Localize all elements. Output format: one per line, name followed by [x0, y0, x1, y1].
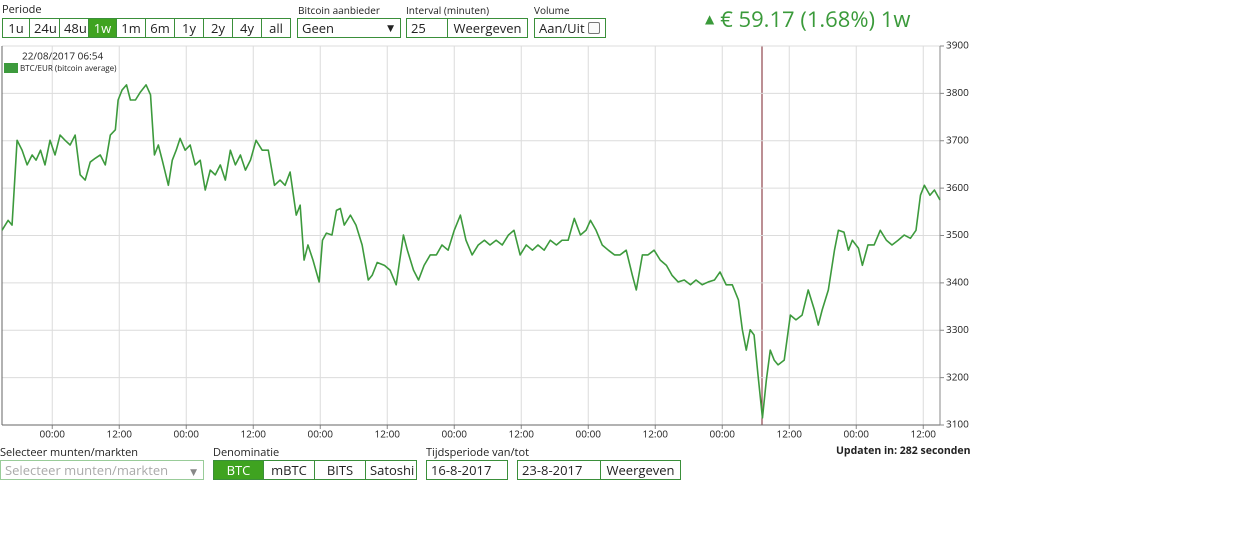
- tooltip: 22/08/2017 06:54: [22, 49, 103, 63]
- option-button[interactable]: 1u: [2, 18, 30, 38]
- option-button[interactable]: BITS: [315, 460, 366, 480]
- price-line: [1, 84, 941, 419]
- x-tick-label: 00:00: [174, 427, 200, 441]
- price-change: ▲ € 59.17 (1.68%) 1w: [705, 4, 910, 34]
- x-tick-label: 00:00: [710, 427, 736, 441]
- markets-label: Selecteer munten/markten: [0, 445, 139, 460]
- x-tick-label: 00:00: [576, 427, 602, 441]
- interval-input[interactable]: 25: [406, 18, 448, 38]
- denomination-label: Denominatie: [213, 445, 280, 460]
- x-tick-label: 00:00: [40, 427, 66, 441]
- markets-placeholder: Selecteer munten/markten: [5, 461, 169, 479]
- y-tick-label: 3700: [946, 132, 969, 146]
- x-tick-label: 00:00: [442, 427, 468, 441]
- provider-label: Bitcoin aanbieder: [298, 3, 380, 17]
- x-tick-label: 12:00: [241, 427, 267, 441]
- period-label: Periode: [2, 2, 42, 17]
- chart: 22/08/2017 06:54 3100 3200 3300 3400 3500 360…: [1, 38, 969, 441]
- x-tick-label: 12:00: [911, 427, 937, 441]
- volume-label: Volume: [534, 3, 570, 17]
- caret: ▼: [190, 465, 197, 478]
- denomination-buttons: BTC mBTC BITS Satoshi: [213, 460, 417, 480]
- volume-toggle-label: Aan/Uit: [539, 19, 585, 37]
- caret: ▼: [387, 21, 394, 34]
- y-tick-label: 3900: [946, 38, 969, 52]
- interval-label: Interval (minuten): [406, 3, 490, 17]
- volume-toggle[interactable]: Aan/Uit: [534, 18, 606, 38]
- option-button[interactable]: 48u: [60, 18, 89, 38]
- x-tick-label: 12:00: [509, 427, 535, 441]
- price-change-text: € 59.17 (1.68%) 1w: [720, 4, 911, 34]
- provider-value: Geen: [302, 19, 335, 37]
- option-button[interactable]: 1w: [89, 18, 117, 38]
- option-button[interactable]: 1y: [175, 18, 204, 38]
- y-tick-label: 3100: [946, 417, 969, 431]
- markets-select[interactable]: Selecteer munten/markten ▼: [0, 460, 204, 480]
- y-tick-label: 3400: [946, 275, 969, 289]
- option-button[interactable]: 2y: [204, 18, 233, 38]
- period-buttons: 1u 24u 48u 1w 1m 6m 1y 2y 4y all: [2, 18, 291, 38]
- period-range-label: Tijdsperiode van/tot: [426, 445, 529, 460]
- y-tick-label: 3600: [946, 180, 969, 194]
- update-timer: Updaten in: 282 seconden: [836, 444, 971, 458]
- period-button[interactable]: Weergeven: [600, 460, 681, 480]
- option-button[interactable]: mBTC: [264, 460, 315, 480]
- x-tick-label: 00:00: [308, 427, 334, 441]
- option-button[interactable]: 1m: [117, 18, 146, 38]
- y-tick-label: 3800: [946, 85, 969, 99]
- legend-label: BTC/EUR (bitcoin average): [20, 63, 117, 74]
- y-tick-label: 3300: [946, 322, 969, 336]
- option-button[interactable]: 4y: [233, 18, 262, 38]
- option-button[interactable]: all: [262, 18, 291, 38]
- from-date[interactable]: 16-8-2017: [426, 460, 508, 480]
- checkbox[interactable]: [587, 22, 600, 34]
- provider-select[interactable]: Geen ▼: [297, 18, 401, 38]
- to-date[interactable]: 23-8-2017: [517, 460, 601, 480]
- option-button[interactable]: Satoshi: [366, 460, 417, 480]
- up-arrow: ▲: [705, 10, 715, 27]
- interval-button[interactable]: Weergeven: [447, 18, 528, 38]
- x-tick-label: 12:00: [643, 427, 669, 441]
- x-tick-label: 12:00: [107, 427, 133, 441]
- x-tick-label: 12:00: [777, 427, 803, 441]
- option-button[interactable]: 24u: [30, 18, 60, 38]
- y-tick-label: 3200: [946, 369, 969, 383]
- legend-swatch: [4, 63, 18, 73]
- option-button[interactable]: 6m: [146, 18, 175, 38]
- x-tick-label: 00:00: [844, 427, 870, 441]
- option-button[interactable]: BTC: [213, 460, 264, 480]
- y-tick-label: 3500: [946, 227, 969, 241]
- x-tick-label: 12:00: [375, 427, 401, 441]
